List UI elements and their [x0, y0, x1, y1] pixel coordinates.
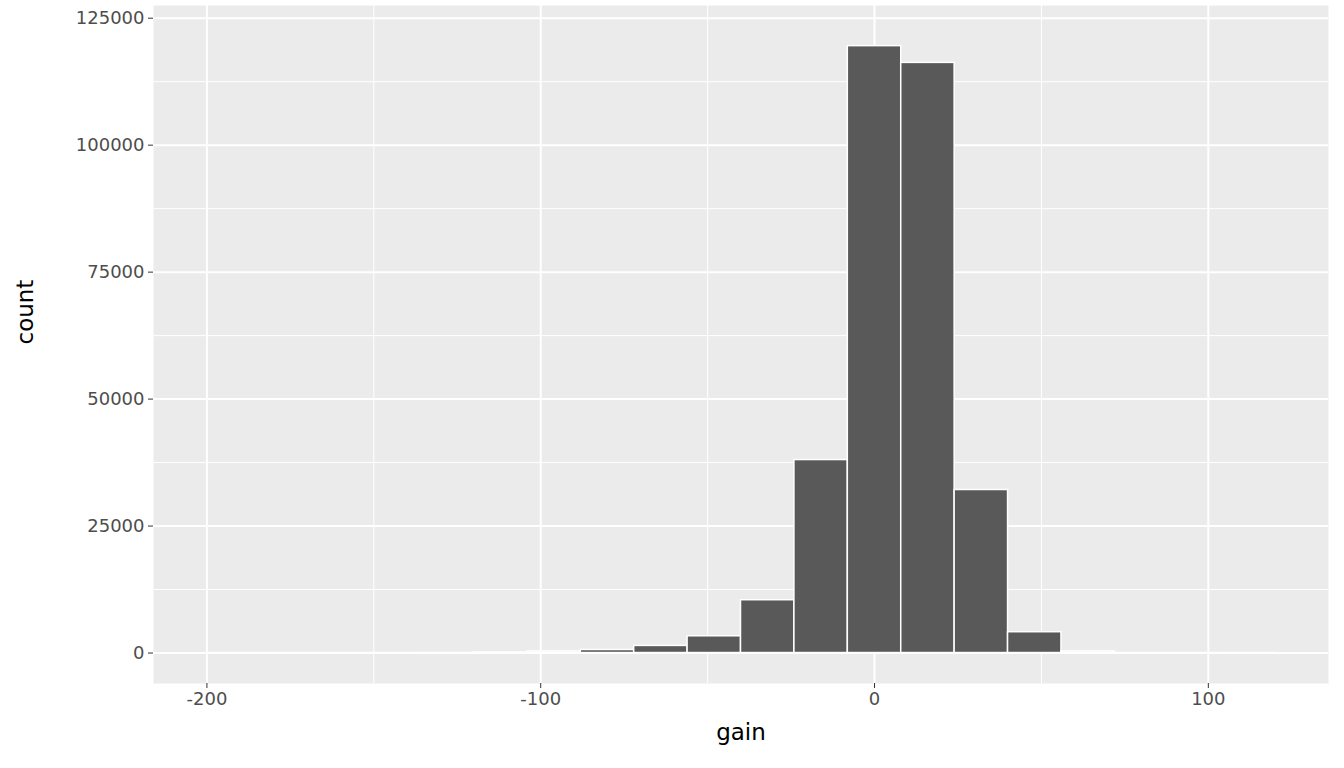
- svg-text:75000: 75000: [87, 261, 144, 282]
- svg-text:125000: 125000: [76, 7, 145, 28]
- svg-text:-200: -200: [186, 688, 227, 709]
- svg-text:-100: -100: [520, 688, 561, 709]
- svg-text:100000: 100000: [76, 134, 145, 155]
- svg-text:0: 0: [869, 688, 880, 709]
- svg-text:0: 0: [133, 642, 144, 663]
- svg-text:25000: 25000: [87, 515, 144, 536]
- svg-text:gain: gain: [716, 719, 766, 745]
- svg-text:50000: 50000: [87, 388, 144, 409]
- svg-text:count: count: [12, 280, 38, 345]
- svg-text:100: 100: [1191, 688, 1225, 709]
